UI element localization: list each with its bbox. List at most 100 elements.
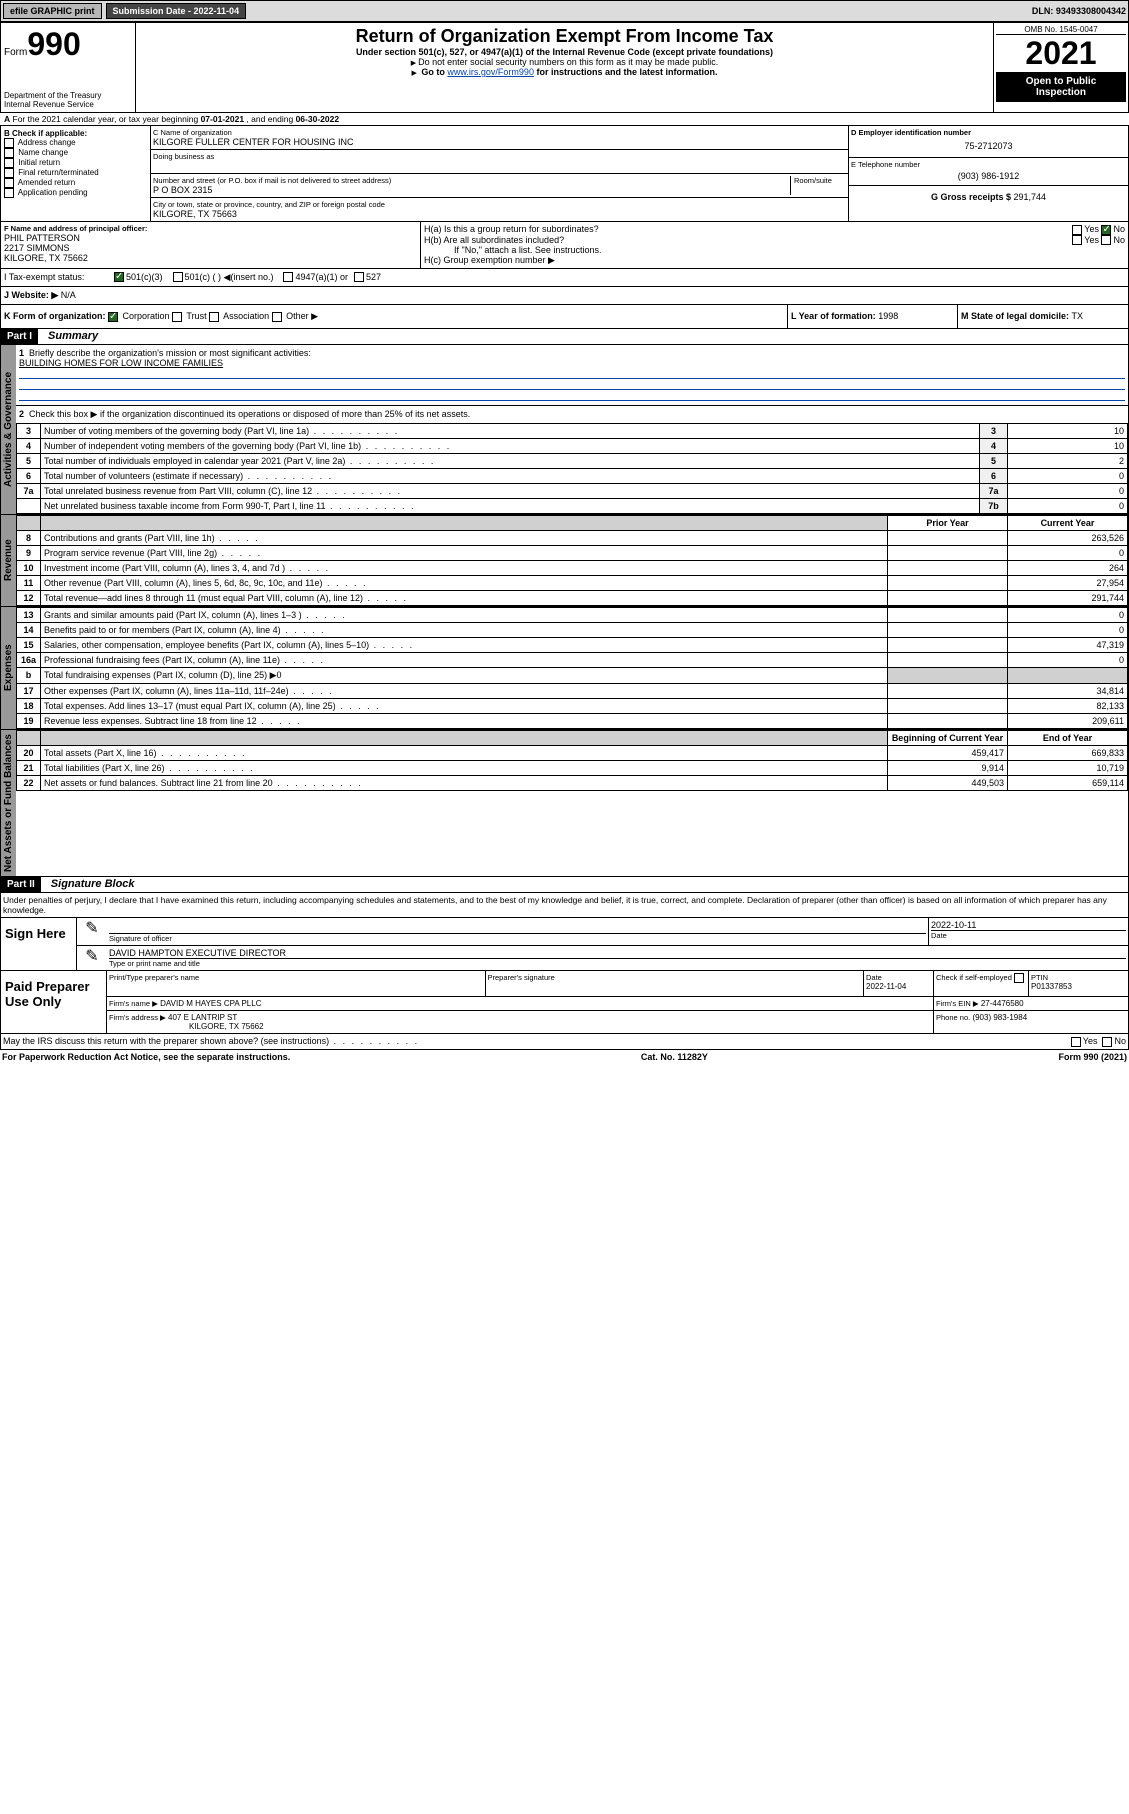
- form-foot: Form 990 (2021): [1058, 1052, 1127, 1062]
- ha-label: H(a) Is this a group return for subordin…: [424, 224, 599, 235]
- org-name: KILGORE FULLER CENTER FOR HOUSING INC: [153, 137, 846, 147]
- ptin: P01337853: [1031, 982, 1126, 991]
- line-a: A For the 2021 calendar year, or tax yea…: [0, 113, 1129, 126]
- i-label: I Tax-exempt status:: [4, 272, 114, 283]
- pen-icon: ✎: [77, 946, 107, 970]
- ha-yes-check[interactable]: [1072, 225, 1082, 235]
- b-check[interactable]: [4, 158, 14, 168]
- officer-street: 2217 SIMMONS: [4, 243, 417, 253]
- netassets-table: Beginning of Current YearEnd of Year20To…: [16, 730, 1128, 791]
- irs-label: Internal Revenue Service: [4, 100, 132, 109]
- room-label: Room/suite: [794, 176, 846, 185]
- e-label: E Telephone number: [851, 160, 1126, 169]
- city-label: City or town, state or province, country…: [153, 200, 846, 209]
- gross-receipts: 291,744: [1014, 192, 1047, 202]
- hb-no-check[interactable]: [1101, 235, 1111, 245]
- c-label: C Name of organization: [153, 128, 846, 137]
- street: P O BOX 2315: [153, 185, 787, 195]
- governance-table: 3Number of voting members of the governi…: [16, 423, 1128, 514]
- cat-no: Cat. No. 11282Y: [641, 1052, 708, 1062]
- declaration: Under penalties of perjury, I declare th…: [0, 893, 1129, 918]
- discuss-yes-check[interactable]: [1071, 1037, 1081, 1047]
- firm-name: DAVID M HAYES CPA PLLC: [160, 999, 261, 1008]
- street-label: Number and street (or P.O. box if mail i…: [153, 176, 787, 185]
- section-klm: K Form of organization: Corporation Trus…: [0, 305, 1129, 329]
- firm-addr2: KILGORE, TX 75662: [109, 1022, 931, 1031]
- i-527-check[interactable]: [354, 272, 364, 282]
- j-label: J Website: ▶: [4, 290, 58, 301]
- subtitle-2: Do not enter social security numbers on …: [139, 57, 990, 67]
- d-label: D Employer identification number: [851, 128, 1126, 137]
- form-number: Form990: [4, 26, 132, 63]
- officer-printed: DAVID HAMPTON EXECUTIVE DIRECTOR: [109, 948, 1126, 959]
- signature-block: Sign Here ✎ Signature of officer 2022-10…: [0, 918, 1129, 1034]
- expenses-table: 13Grants and similar amounts paid (Part …: [16, 607, 1128, 729]
- firm-ein: 27-4476580: [981, 999, 1024, 1008]
- pra-notice: For Paperwork Reduction Act Notice, see …: [2, 1052, 290, 1062]
- dept-label: Department of the Treasury: [4, 91, 132, 100]
- self-employed-check[interactable]: [1014, 973, 1024, 983]
- ein: 75-2712073: [851, 137, 1126, 155]
- hc-label: H(c) Group exemption number ▶: [424, 255, 1125, 266]
- irs-link[interactable]: www.irs.gov/Form990: [447, 67, 534, 77]
- k-check[interactable]: [209, 312, 219, 322]
- officer-city: KILGORE, TX 75662: [4, 253, 417, 263]
- part1-expenses: Expenses 13Grants and similar amounts pa…: [0, 607, 1129, 730]
- subtitle-1: Under section 501(c), 527, or 4947(a)(1)…: [139, 47, 990, 57]
- b-check[interactable]: [4, 168, 14, 178]
- i-501c-check[interactable]: [173, 272, 183, 282]
- f-label: F Name and address of principal officer:: [4, 224, 417, 233]
- discuss-row: May the IRS discuss this return with the…: [0, 1034, 1129, 1050]
- subtitle-3: Go to www.irs.gov/Form990 for instructio…: [139, 67, 990, 77]
- k-label: K Form of organization:: [4, 311, 106, 321]
- k-check[interactable]: [108, 312, 118, 322]
- part1-governance: Activities & Governance 1 Briefly descri…: [0, 345, 1129, 515]
- vlabel-expenses: Expenses: [1, 607, 16, 729]
- sign-here-label: Sign Here: [1, 918, 76, 970]
- firm-addr1: 407 E LANTRIP ST: [168, 1013, 237, 1022]
- section-fh: F Name and address of principal officer:…: [0, 222, 1129, 269]
- b-check[interactable]: [4, 188, 14, 198]
- part1-revenue: Revenue Prior YearCurrent Year8Contribut…: [0, 515, 1129, 607]
- b-check[interactable]: [4, 178, 14, 188]
- section-i: I Tax-exempt status: 501(c)(3) 501(c) ( …: [0, 269, 1129, 287]
- submission-btn[interactable]: Submission Date - 2022-11-04: [106, 3, 247, 19]
- firm-phone: (903) 983-1984: [972, 1013, 1027, 1022]
- hb-note: If "No," attach a list. See instructions…: [424, 245, 1125, 255]
- open-public: Open to Public Inspection: [996, 72, 1126, 102]
- l-label: L Year of formation:: [791, 311, 878, 321]
- vlabel-revenue: Revenue: [1, 515, 16, 606]
- col-b: B Check if applicable: Address change Na…: [1, 126, 151, 221]
- m-label: M State of legal domicile:: [961, 311, 1072, 321]
- phone: (903) 986-1912: [851, 169, 1126, 183]
- discuss-no-check[interactable]: [1102, 1037, 1112, 1047]
- revenue-table: Prior YearCurrent Year8Contributions and…: [16, 515, 1128, 606]
- domicile: TX: [1072, 311, 1084, 321]
- efile-btn[interactable]: efile GRAPHIC print: [3, 3, 102, 19]
- part1-netassets: Net Assets or Fund Balances Beginning of…: [0, 730, 1129, 877]
- i-501c3-check[interactable]: [114, 272, 124, 282]
- g-label: G Gross receipts $: [931, 192, 1014, 202]
- mission: BUILDING HOMES FOR LOW INCOME FAMILIES: [19, 358, 1125, 368]
- k-check[interactable]: [272, 312, 282, 322]
- prep-date: 2022-11-04: [866, 982, 931, 991]
- year-formation: 1998: [878, 311, 898, 321]
- b-check[interactable]: [4, 148, 14, 158]
- dln: DLN: 93493308004342: [1032, 6, 1126, 16]
- paid-preparer-label: Paid Preparer Use Only: [1, 971, 106, 1033]
- b-check[interactable]: [4, 138, 14, 148]
- footer: For Paperwork Reduction Act Notice, see …: [0, 1050, 1129, 1064]
- form-title: Return of Organization Exempt From Incom…: [139, 26, 990, 47]
- sig-date: 2022-10-11: [931, 920, 1126, 930]
- hb-yes-check[interactable]: [1072, 235, 1082, 245]
- ha-no-check[interactable]: [1101, 225, 1111, 235]
- tax-year: 2021: [996, 35, 1126, 72]
- officer-name: PHIL PATTERSON: [4, 233, 417, 243]
- vlabel-net: Net Assets or Fund Balances: [1, 730, 16, 876]
- part2-header: Part IISignature Block: [0, 877, 1129, 893]
- website: N/A: [61, 290, 76, 301]
- hb-label: H(b) Are all subordinates included?: [424, 235, 564, 246]
- k-check[interactable]: [172, 312, 182, 322]
- i-4947-check[interactable]: [283, 272, 293, 282]
- part1-header: Part ISummary: [0, 329, 1129, 345]
